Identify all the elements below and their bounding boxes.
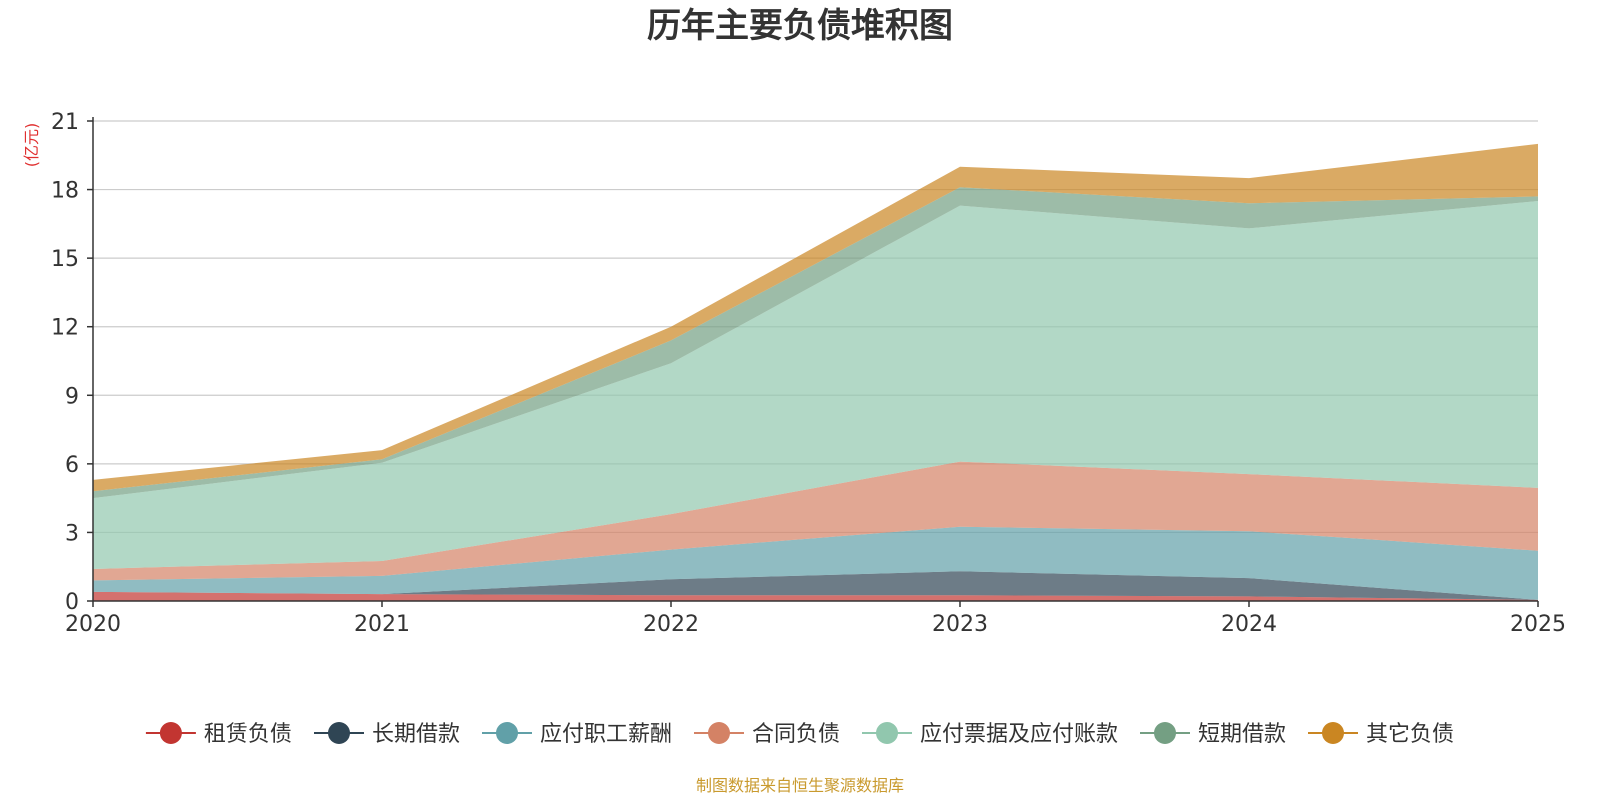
legend-item-6[interactable]: 其它负债: [1308, 722, 1454, 747]
legend-label: 应付职工薪酬: [540, 722, 672, 747]
legend-item-5[interactable]: 短期借款: [1140, 722, 1286, 747]
legend-circle-marker: [1322, 722, 1344, 744]
x-tick-label: 2022: [643, 612, 699, 637]
legend-label: 合同负债: [752, 722, 840, 747]
data-source-note: 制图数据来自恒生聚源数据库: [696, 776, 904, 795]
axes: 0 3 6 9 12 15 18 21 2020 2021 2022 2023 2024 2025: [51, 110, 1566, 637]
area-series-2[interactable]: [93, 526, 1538, 600]
legend-item-0[interactable]: 租赁负债: [145, 722, 292, 747]
x-tick-label: 2021: [354, 612, 410, 637]
area-series-3[interactable]: [93, 461, 1538, 581]
legend-item-3[interactable]: 合同负债: [694, 722, 840, 747]
legend-label: 长期借款: [372, 722, 460, 747]
x-tick-label: 2024: [1221, 612, 1277, 637]
x-tick-label: 2025: [1510, 612, 1566, 637]
legend-item-2[interactable]: 应付职工薪酬: [482, 722, 672, 747]
y-axis-unit-label: (亿元): [22, 123, 41, 168]
y-tick-label: 12: [51, 316, 79, 341]
area-series-1[interactable]: [93, 571, 1538, 600]
y-tick-label: 18: [51, 179, 79, 204]
area-series-group: [93, 143, 1538, 601]
legend-item-4[interactable]: 应付票据及应付账款: [862, 722, 1118, 747]
y-tick-label: 15: [51, 247, 79, 272]
legend-label: 短期借款: [1198, 722, 1286, 747]
legend-circle-marker: [328, 722, 350, 744]
legend-circle-marker: [496, 722, 518, 744]
y-tick-label: 21: [51, 110, 79, 135]
y-tick-label: 0: [65, 590, 79, 615]
legend-circle-marker: [708, 722, 730, 744]
x-tick-label: 2020: [65, 612, 121, 637]
legend-label: 其它负债: [1366, 722, 1454, 747]
legend-circle-marker: [1154, 722, 1176, 744]
area-series-6[interactable]: [93, 143, 1538, 492]
x-tick-label: 2023: [932, 612, 988, 637]
y-tick-label: 3: [65, 521, 79, 546]
legend-item-1[interactable]: 长期借款: [314, 722, 460, 747]
y-tick-label: 9: [65, 384, 79, 409]
area-series-0[interactable]: [93, 591, 1538, 601]
legend-circle-marker: [876, 722, 898, 744]
legend[interactable]: 租赁负债 长期借款 应付职工薪酬 合同负债 应付票据及应付账款 短期借款 其它负债: [145, 722, 1454, 747]
chart-title: 历年主要负债堆积图: [647, 6, 953, 46]
y-tick-label: 6: [65, 453, 79, 478]
legend-label: 应付票据及应付账款: [920, 722, 1118, 747]
legend-circle-marker: [159, 722, 182, 744]
legend-label: 租赁负债: [204, 722, 292, 747]
area-series-4[interactable]: [93, 201, 1538, 569]
